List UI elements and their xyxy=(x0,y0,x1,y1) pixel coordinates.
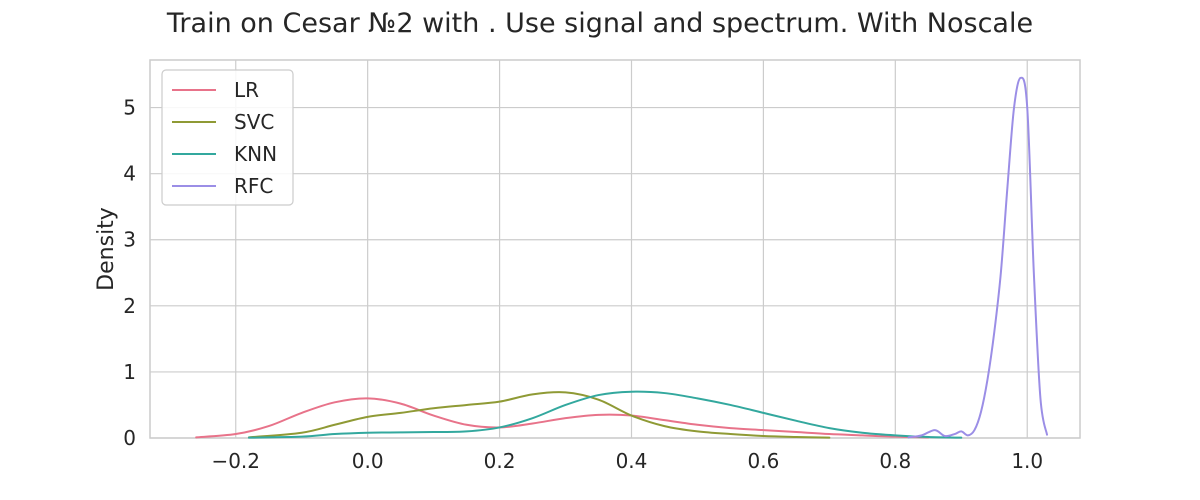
y-tick-label: 5 xyxy=(123,96,136,120)
y-tick-label: 2 xyxy=(123,294,136,318)
legend-label-lr: LR xyxy=(234,78,259,102)
y-tick-label: 4 xyxy=(123,162,136,186)
x-tick-label: 0.4 xyxy=(616,449,648,473)
x-tick-label: 0.2 xyxy=(484,449,516,473)
series-layer xyxy=(195,76,1049,439)
series-line-rfc xyxy=(907,76,1049,439)
y-axis-ticks: 0 1 2 3 4 5 xyxy=(123,96,136,450)
legend: LR SVC KNN RFC xyxy=(161,69,294,206)
y-tick-label: 0 xyxy=(123,426,136,450)
x-tick-label: 0.6 xyxy=(747,449,779,473)
x-tick-label: 0.8 xyxy=(879,449,911,473)
legend-label-rfc: RFC xyxy=(234,174,273,198)
series-line-lr xyxy=(195,397,930,439)
x-tick-label: 0.0 xyxy=(352,449,384,473)
chart-title: Train on Cesar №2 with . Use signal and … xyxy=(166,8,1033,39)
legend-label-knn: KNN xyxy=(234,142,277,166)
x-axis-ticks: −0.2 0.0 0.2 0.4 0.6 0.8 1.0 xyxy=(211,449,1043,473)
legend-label-svc: SVC xyxy=(234,110,274,134)
plot-frame xyxy=(149,59,1081,439)
y-tick-label: 3 xyxy=(123,228,136,252)
series-line-knn xyxy=(247,390,963,439)
y-tick-label: 1 xyxy=(123,360,136,384)
series-line-svc xyxy=(247,391,831,439)
x-tick-label: −0.2 xyxy=(211,449,260,473)
y-axis-label: Density xyxy=(94,207,119,291)
grid xyxy=(150,60,1080,439)
x-tick-label: 1.0 xyxy=(1011,449,1043,473)
legend-box xyxy=(161,69,294,206)
